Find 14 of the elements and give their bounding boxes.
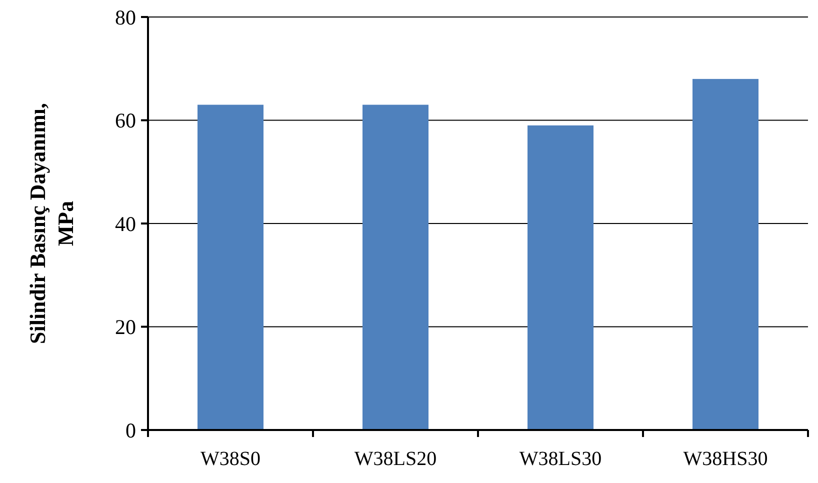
x-tick-label: W38LS30 — [519, 448, 602, 470]
y-tick-label: 60 — [115, 108, 136, 133]
y-tick-label: 20 — [115, 315, 136, 340]
y-tick-label: 0 — [126, 418, 136, 442]
x-tick-label: W38S0 — [200, 448, 260, 470]
bar — [362, 104, 428, 430]
y-tick-label: 80 — [115, 5, 136, 30]
bar — [528, 125, 594, 430]
x-tick-label: W38HS30 — [683, 448, 768, 470]
x-tick-label: W38LS20 — [354, 448, 437, 470]
y-axis-title: Silindir Basınç Dayanımı, MPa — [25, 102, 78, 344]
bar — [692, 78, 758, 430]
bar — [198, 104, 264, 430]
y-tick-label: 40 — [115, 212, 136, 236]
